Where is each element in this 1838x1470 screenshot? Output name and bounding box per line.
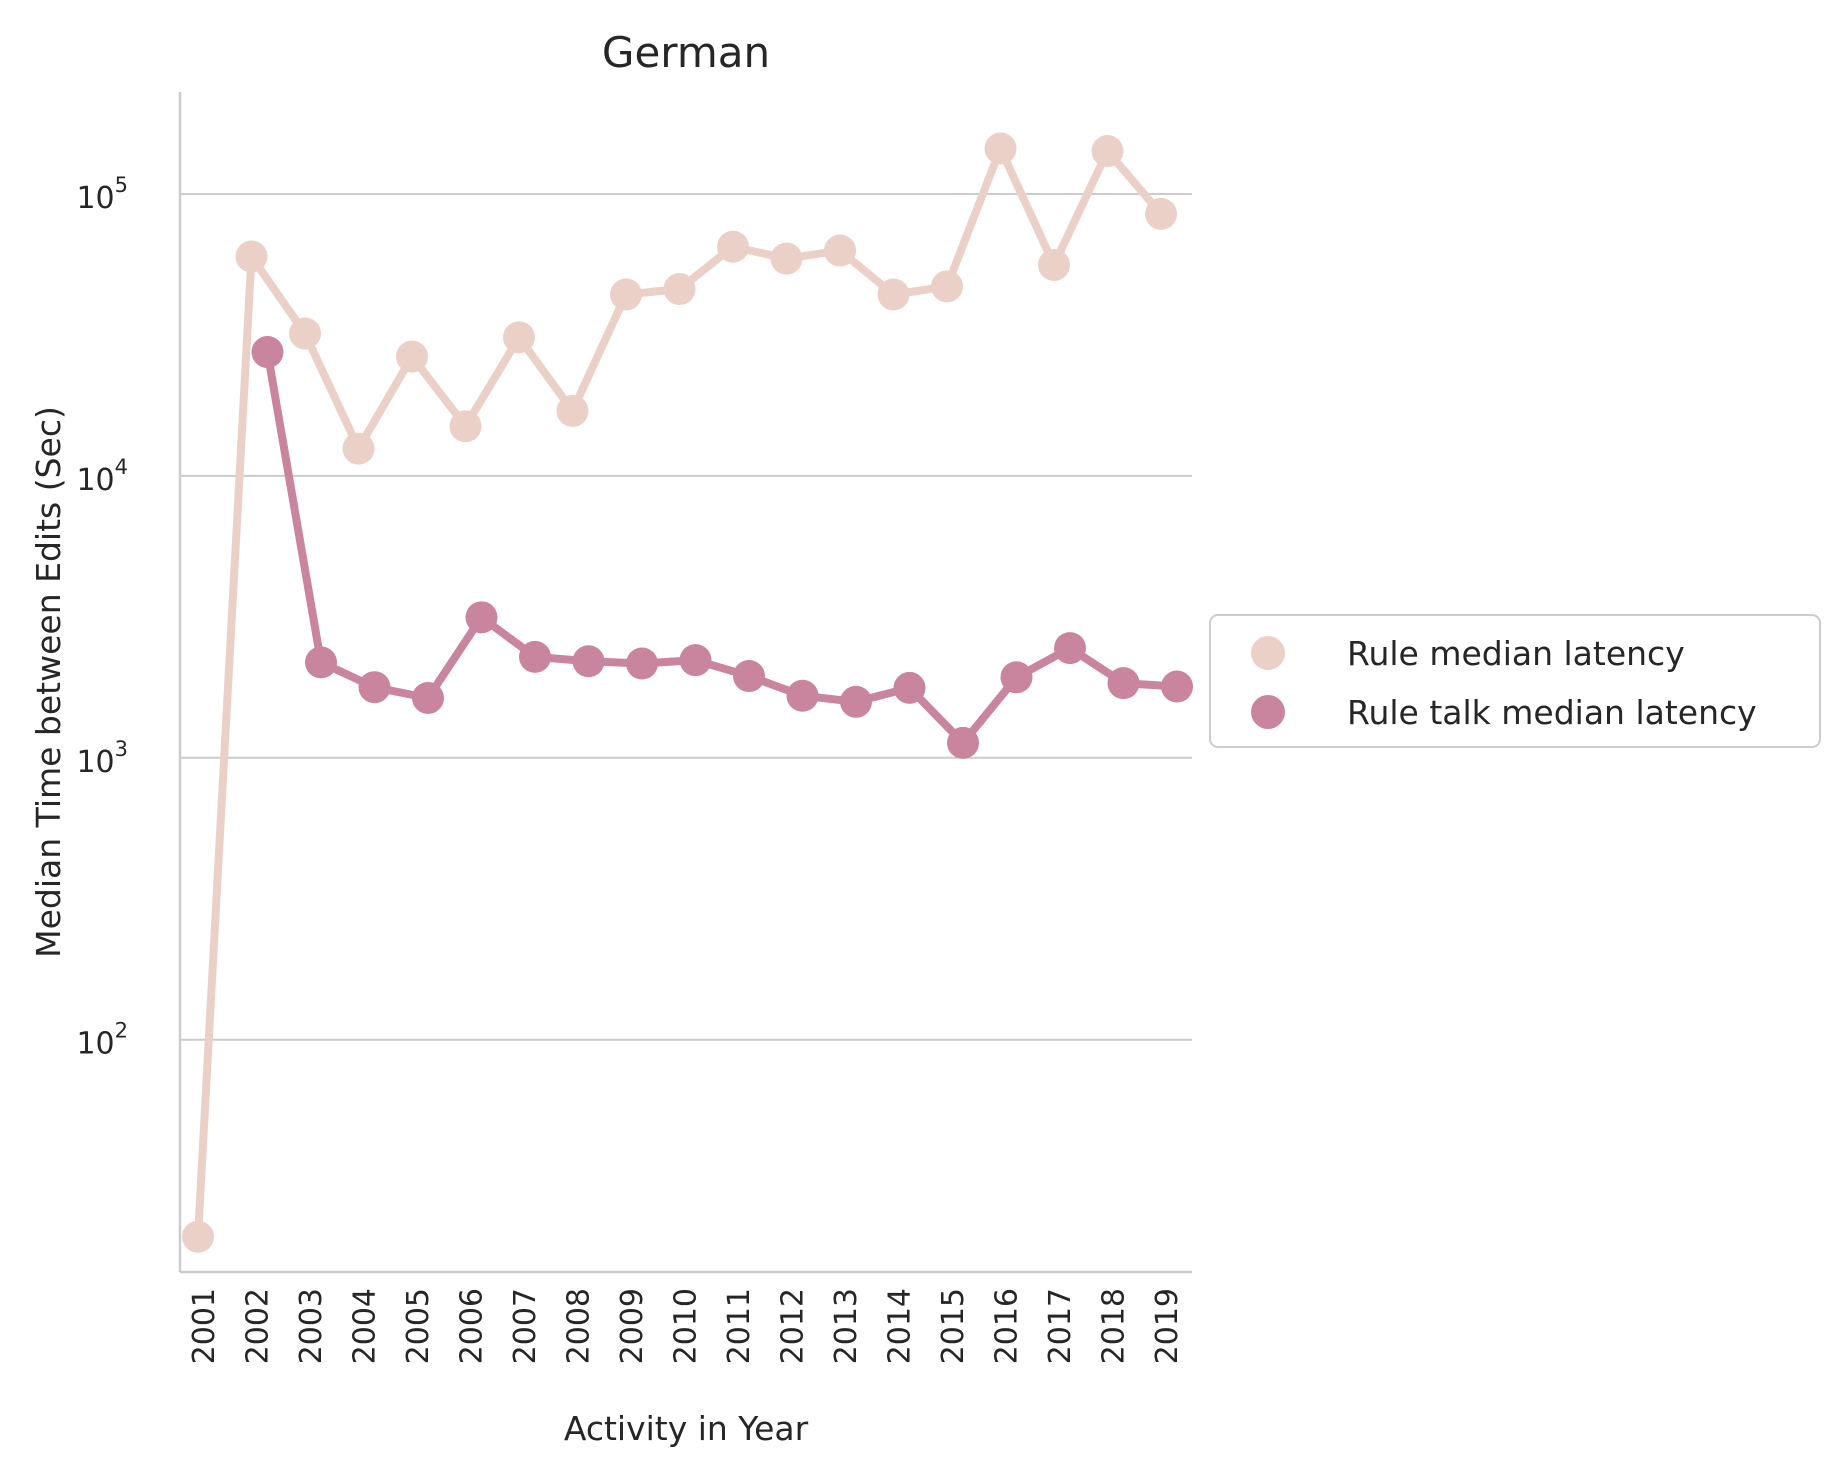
y-tick-label: 105 <box>76 173 128 216</box>
data-point <box>1054 632 1086 665</box>
x-tick-label: 2007 <box>508 1288 543 1364</box>
data-point <box>305 646 337 679</box>
x-tick-label: 2016 <box>990 1288 1025 1364</box>
data-point <box>893 671 926 704</box>
y-tick-labels: 102 103 104 105 <box>76 173 128 1062</box>
x-tick-label: 2005 <box>401 1288 436 1364</box>
data-point <box>877 278 910 311</box>
data-point <box>1038 248 1070 281</box>
data-point <box>1107 667 1140 700</box>
data-point <box>358 671 391 704</box>
legend: Rule median latency Rule talk median late… <box>1209 614 1821 748</box>
x-tick-label: 2008 <box>562 1288 597 1364</box>
data-point <box>1145 197 1177 230</box>
data-point <box>679 644 712 677</box>
y-axis-title: Median Time between Edits (Sec) <box>29 406 68 958</box>
x-tick-labels: 2001 2002 2003 2004 2005 2006 2007 2008 2009 2010… <box>187 1288 1185 1364</box>
data-point <box>572 645 605 678</box>
gridlines <box>180 192 1192 1041</box>
y-tick-label: 103 <box>76 737 128 780</box>
series-1 <box>182 132 1177 1253</box>
data-point <box>717 230 749 263</box>
data-point <box>770 242 803 275</box>
legend-frame <box>1209 614 1821 748</box>
data-point <box>556 394 589 427</box>
x-tick-label: 2002 <box>241 1288 276 1364</box>
x-axis-title: Activity in Year <box>564 1409 809 1448</box>
x-tick-label: 2014 <box>883 1288 918 1364</box>
data-point <box>610 278 642 311</box>
x-tick-label: 2015 <box>936 1288 971 1364</box>
x-tick-label: 2018 <box>1097 1288 1132 1364</box>
series-2 <box>251 336 1193 759</box>
x-tick-label: 2019 <box>1150 1288 1185 1364</box>
data-point <box>947 726 979 759</box>
data-point <box>449 410 482 443</box>
x-tick-label: 2001 <box>187 1288 222 1364</box>
data-point <box>733 660 765 693</box>
chart-title: German <box>602 28 770 77</box>
y-tick-label: 102 <box>76 1019 128 1062</box>
x-tick-label: 2011 <box>722 1288 757 1364</box>
data-point <box>984 132 1017 165</box>
x-tick-label: 2010 <box>669 1288 704 1364</box>
data-point <box>1000 661 1033 694</box>
series-layer <box>182 132 1193 1253</box>
data-point <box>824 234 856 267</box>
data-point <box>1091 135 1124 168</box>
data-point <box>412 681 444 714</box>
data-point <box>235 240 268 273</box>
data-point <box>786 679 819 712</box>
legend-label: Rule talk median latency <box>1347 693 1757 732</box>
data-point <box>342 432 375 465</box>
x-tick-label: 2017 <box>1043 1288 1078 1364</box>
data-point <box>626 647 658 680</box>
legend-label: Rule median latency <box>1347 634 1685 673</box>
data-point <box>396 340 428 373</box>
legend-marker <box>1251 636 1285 670</box>
data-point <box>503 321 535 354</box>
data-point <box>251 336 284 369</box>
x-tick-label: 2003 <box>294 1288 329 1364</box>
x-tick-label: 2012 <box>776 1288 811 1364</box>
legend-marker <box>1251 695 1285 729</box>
data-point <box>1161 670 1193 703</box>
data-point <box>840 685 872 718</box>
x-tick-label: 2013 <box>829 1288 864 1364</box>
data-point <box>182 1220 214 1253</box>
x-tick-label: 2006 <box>455 1288 490 1364</box>
data-point <box>465 601 498 634</box>
data-point <box>519 640 551 673</box>
x-tick-label: 2004 <box>348 1288 383 1364</box>
y-tick-label: 104 <box>76 455 128 498</box>
data-point <box>289 317 321 350</box>
x-tick-label: 2009 <box>615 1288 650 1364</box>
data-point <box>663 273 696 306</box>
data-point <box>931 270 963 303</box>
